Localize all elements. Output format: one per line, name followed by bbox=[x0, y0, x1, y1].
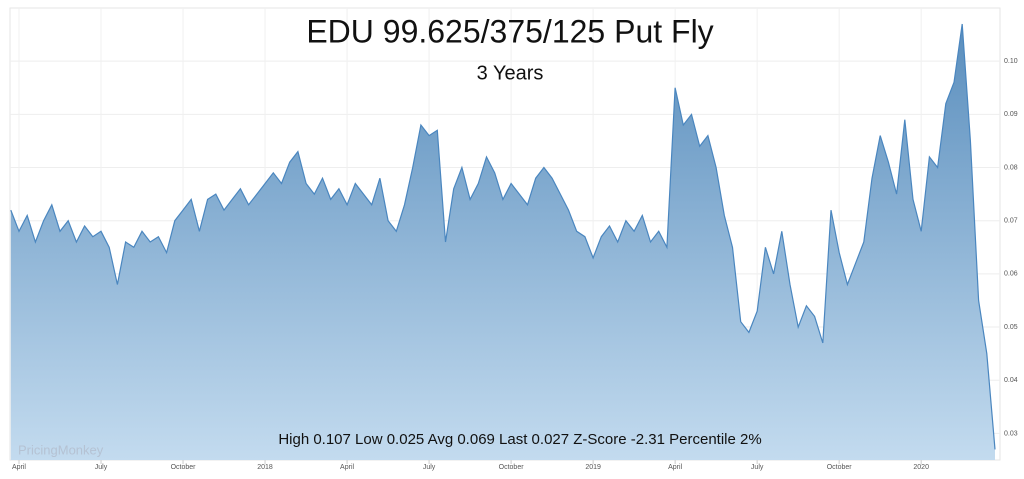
y-tick-label: 0.08 bbox=[1004, 164, 1018, 171]
y-tick-label: 0.06 bbox=[1004, 271, 1018, 278]
y-tick-label: 0.04 bbox=[1004, 377, 1018, 384]
x-tick-label: April bbox=[340, 464, 354, 471]
x-tick-label: October bbox=[171, 464, 197, 471]
area-line bbox=[10, 23, 996, 450]
y-tick-label: 0.10 bbox=[1004, 58, 1018, 65]
watermark: PricingMonkey bbox=[18, 442, 104, 457]
x-tick-label: 2018 bbox=[257, 464, 273, 471]
x-tick-label: October bbox=[827, 464, 853, 471]
x-tick-label: July bbox=[423, 464, 436, 471]
chart-title: EDU 99.625/375/125 Put Fly bbox=[306, 13, 713, 49]
x-tick-label: 2019 bbox=[585, 464, 601, 471]
chart-subtitle: 3 Years bbox=[477, 62, 544, 84]
y-tick-label: 0.09 bbox=[1004, 111, 1018, 118]
x-tick-label: July bbox=[95, 464, 108, 471]
x-tick-label: 2020 bbox=[913, 464, 929, 471]
y-tick-label: 0.03 bbox=[1004, 430, 1018, 437]
x-tick-label: July bbox=[751, 464, 764, 471]
y-tick-label: 0.07 bbox=[1004, 218, 1018, 225]
x-tick-label: October bbox=[499, 464, 525, 471]
x-tick-label: April bbox=[12, 464, 26, 471]
area-fill bbox=[10, 24, 996, 460]
y-tick-label: 0.05 bbox=[1004, 324, 1018, 331]
stats-annotation: High 0.107 Low 0.025 Avg 0.069 Last 0.02… bbox=[278, 431, 761, 448]
x-tick-label: April bbox=[668, 464, 682, 471]
